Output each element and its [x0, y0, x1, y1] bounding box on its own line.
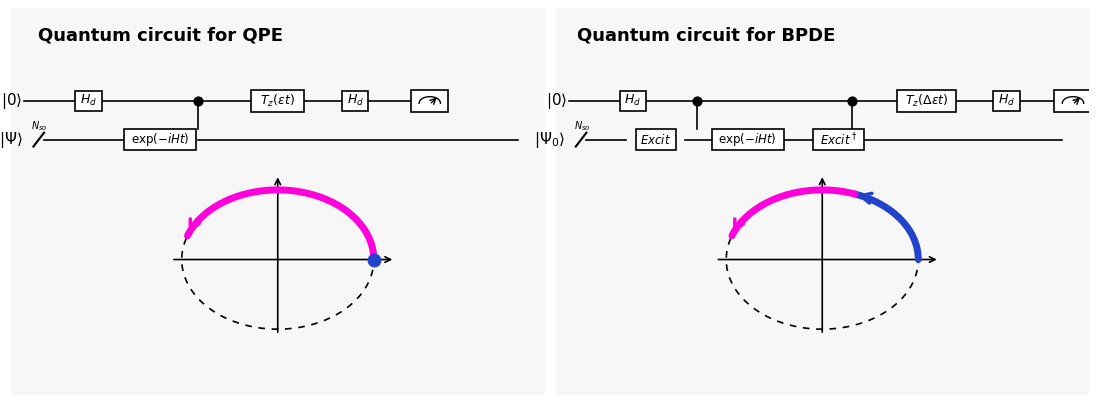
Text: $T_z(\varepsilon t)$: $T_z(\varepsilon t)$	[261, 93, 295, 109]
Bar	[75, 91, 101, 110]
Text: $|\Psi_0\rangle$: $|\Psi_0\rangle$	[534, 130, 565, 150]
Text: $|0\rangle$: $|0\rangle$	[546, 91, 568, 111]
Text: $Excit$: $Excit$	[640, 133, 671, 147]
Text: $T_z(\Delta\varepsilon t)$: $T_z(\Delta\varepsilon t)$	[904, 93, 948, 109]
Bar	[342, 91, 369, 110]
Bar	[993, 91, 1020, 110]
Text: Quantum circuit for BPDE: Quantum circuit for BPDE	[576, 26, 835, 44]
Point	[689, 98, 706, 104]
Text: $H_d$: $H_d$	[625, 93, 641, 108]
Bar	[1054, 90, 1091, 112]
FancyBboxPatch shape	[6, 4, 550, 399]
Bar	[813, 129, 864, 150]
Bar	[411, 90, 449, 112]
Text: $\exp(-iHt)$: $\exp(-iHt)$	[718, 131, 777, 148]
Point	[843, 98, 860, 104]
Bar	[712, 129, 783, 150]
Text: $H_d$: $H_d$	[998, 93, 1015, 108]
Text: $Excit^\dagger$: $Excit^\dagger$	[820, 131, 857, 148]
Text: $H_d$: $H_d$	[80, 93, 97, 108]
Text: Quantum circuit for QPE: Quantum circuit for QPE	[37, 26, 283, 44]
Text: $N_{so}$: $N_{so}$	[31, 119, 48, 133]
Text: $H_d$: $H_d$	[346, 93, 364, 108]
Bar	[896, 90, 956, 112]
FancyBboxPatch shape	[550, 4, 1094, 399]
Text: $|\Psi\rangle$: $|\Psi\rangle$	[0, 130, 23, 150]
Text: $\exp(-iHt)$: $\exp(-iHt)$	[131, 131, 189, 148]
Bar	[636, 129, 675, 150]
Text: $N_{so}$: $N_{so}$	[573, 119, 591, 133]
Bar	[619, 91, 646, 110]
Point	[365, 256, 383, 263]
Bar	[251, 90, 305, 112]
Point	[189, 98, 207, 104]
Bar	[124, 129, 197, 150]
Text: $|0\rangle$: $|0\rangle$	[1, 91, 23, 111]
